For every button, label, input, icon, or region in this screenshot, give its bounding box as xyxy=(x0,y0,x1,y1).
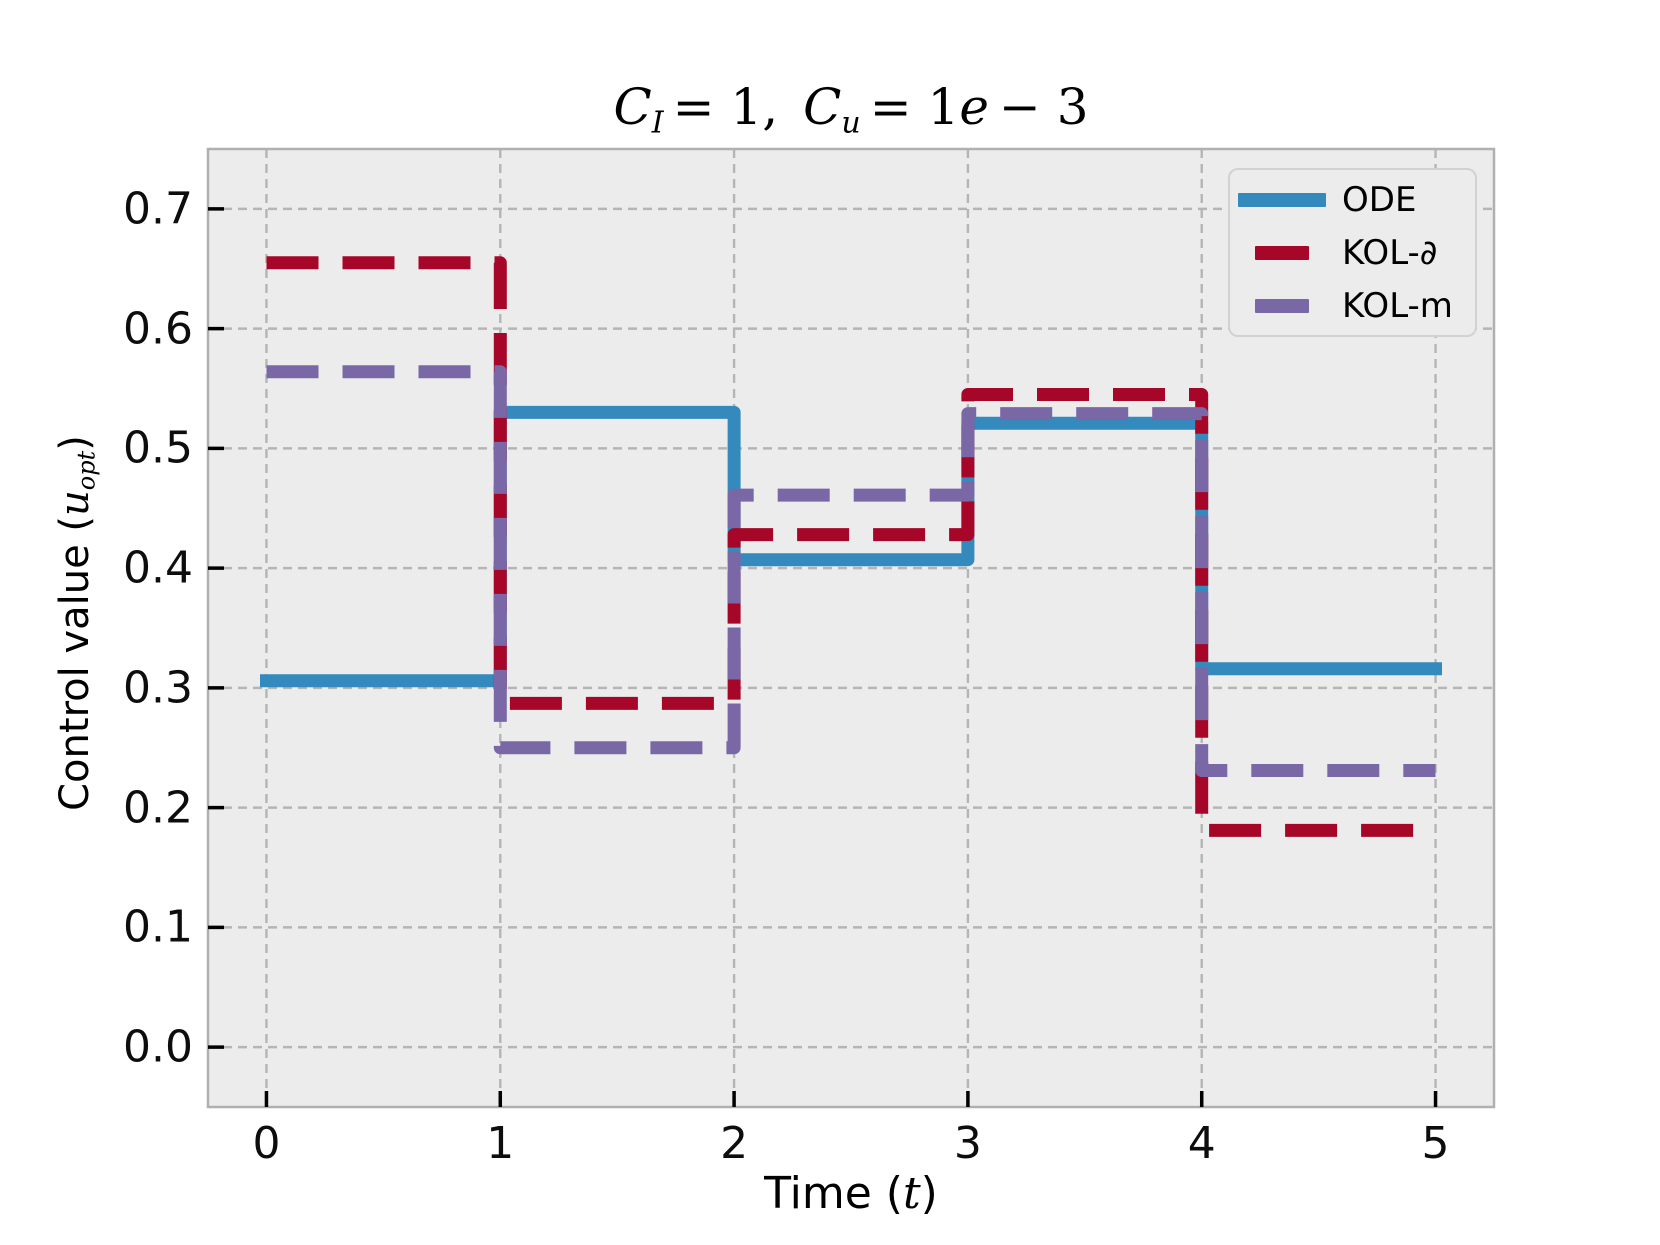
title-var-e: e xyxy=(959,78,989,136)
title-var-CI: C xyxy=(613,78,652,136)
y-tick-label: 0.5 xyxy=(123,422,193,474)
y-tick-label: 0.7 xyxy=(123,183,193,235)
y-tick-label: 0.3 xyxy=(123,662,193,714)
legend-label-kol-m: KOL-m xyxy=(1342,285,1453,326)
kol-partial-line-sample xyxy=(1255,245,1309,260)
x-axis-label-var: t xyxy=(902,1168,921,1219)
y-tick-label: 0.6 xyxy=(123,303,193,355)
title-eq-2: = 1 xyxy=(869,78,960,136)
x-tick-label: 5 xyxy=(1421,1118,1450,1169)
y-tick-label: 0.0 xyxy=(123,1021,193,1073)
y-tick-label: 0.1 xyxy=(123,901,193,953)
legend-label-kol-partial: KOL-∂ xyxy=(1342,232,1438,273)
y-tick-label: 0.4 xyxy=(123,542,193,594)
y-axis-label-sub: opt xyxy=(72,450,101,491)
legend-line-swatch-ode xyxy=(1238,192,1326,207)
legend-label-ode: ODE xyxy=(1342,179,1417,220)
title-minus-3: − 3 xyxy=(998,78,1089,136)
title-eq-1: = 1, xyxy=(672,78,779,136)
y-axis-label-text: Control value ( xyxy=(52,515,98,811)
x-axis-label-close: ) xyxy=(920,1168,938,1219)
x-tick-label: 2 xyxy=(720,1118,749,1169)
legend-entry-kol-partial: KOL-∂ xyxy=(1238,226,1475,279)
y-axis-label-var: u xyxy=(52,490,98,516)
x-tick-label: 4 xyxy=(1187,1118,1216,1169)
kol-m-line-sample xyxy=(1255,298,1309,313)
legend-line-swatch-kol-partial xyxy=(1238,245,1326,260)
y-tick-label: 0.2 xyxy=(123,782,193,834)
axes-frame xyxy=(206,147,1496,1109)
legend-line-swatch-kol-m xyxy=(1238,298,1326,313)
x-axis-label: Time (t) xyxy=(208,1168,1494,1219)
legend-entry-ode: ODE xyxy=(1238,173,1475,226)
legend-entry-kol-m: KOL-m xyxy=(1238,279,1475,332)
title-var-Cu: C xyxy=(803,78,842,136)
ode-line-sample xyxy=(1238,192,1326,207)
y-axis-label: Control value (uopt) xyxy=(52,435,101,811)
series-line-kol-m xyxy=(266,365,1436,777)
x-tick-label: 0 xyxy=(252,1118,281,1169)
title-sub-I: I xyxy=(651,105,664,141)
chart-title: CI = 1, Cu = 1e − 3 xyxy=(208,78,1494,138)
x-tick-label: 1 xyxy=(486,1118,515,1169)
legend: ODE KOL-∂ KOL-m xyxy=(1228,168,1477,337)
x-axis-label-text: Time ( xyxy=(764,1168,903,1219)
title-sub-u: u xyxy=(841,105,861,141)
y-axis-label-close: ) xyxy=(52,435,98,451)
x-tick-label: 3 xyxy=(953,1118,982,1169)
